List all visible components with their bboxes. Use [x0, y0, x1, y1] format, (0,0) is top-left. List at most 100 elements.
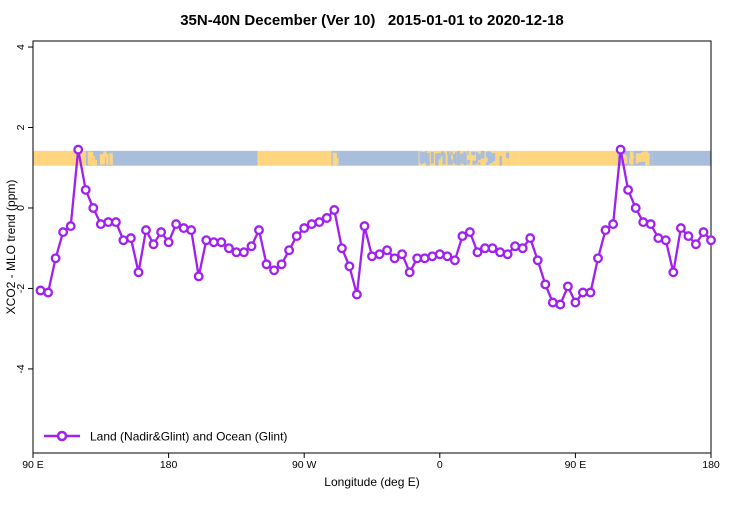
data-point [291, 231, 302, 242]
data-point [517, 243, 528, 254]
data-point [623, 184, 634, 195]
data-point [472, 247, 483, 258]
band-coast-speckle [440, 151, 445, 157]
data-point [50, 253, 61, 264]
band-coast-speckle [447, 155, 451, 165]
data-point [73, 144, 84, 155]
data-point [269, 265, 280, 276]
band-coast-speckle [499, 156, 502, 161]
data-point [344, 261, 355, 272]
band-coast-speckle [462, 156, 465, 165]
data-point [223, 243, 234, 254]
data-point [141, 225, 151, 236]
data-point [261, 259, 272, 270]
data-point [706, 235, 716, 246]
band-coast-speckle [480, 150, 485, 159]
data-point [419, 253, 430, 264]
band-coast-speckle [506, 152, 510, 159]
band-coast-speckle [99, 154, 106, 165]
axes: 90 E 180 90 W 0 90 E 180 -4 -2 0 2 4 [15, 40, 720, 471]
data-point [299, 223, 310, 234]
data-point [698, 227, 709, 238]
y-tick-label: 0 [15, 205, 27, 211]
y-tick-label: 4 [15, 44, 27, 50]
x-tick-label: 180 [160, 459, 178, 471]
data-point [389, 253, 400, 264]
data-point [487, 243, 498, 254]
band-coast-speckle [472, 160, 477, 165]
data-point [110, 217, 121, 228]
data-point [668, 267, 679, 278]
data-point [276, 259, 287, 270]
band-coast-speckle [453, 153, 457, 164]
data-point [442, 251, 453, 262]
data-point [186, 225, 197, 236]
band-coast-speckle [487, 151, 490, 164]
band-coast-speckle [463, 151, 467, 164]
band-coast-speckle [490, 155, 493, 163]
data-point [58, 227, 69, 238]
y-axis-label: XCO2 - MLO trend (ppm) [4, 180, 18, 315]
data-point [156, 227, 167, 238]
band-coast-speckle [424, 151, 427, 164]
band-coast-speckle [104, 152, 107, 157]
band-coast-speckle [456, 158, 461, 166]
data-point [171, 219, 182, 230]
data-point [65, 221, 76, 232]
data-series [35, 144, 716, 310]
band-coast-speckle [457, 152, 459, 163]
y-tick-label: 2 [15, 124, 27, 130]
data-point [600, 225, 611, 236]
data-point [585, 287, 596, 298]
data-point [80, 184, 91, 195]
data-point [525, 233, 536, 244]
band-segment [112, 150, 258, 166]
data-point [608, 219, 619, 230]
x-tick-label: 90 E [22, 459, 44, 471]
y-tick-label: -2 [15, 284, 27, 293]
band-coast-speckle [447, 151, 450, 156]
band-coast-speckle [641, 152, 648, 162]
band-coast-speckle [478, 162, 481, 165]
band-coast-speckle [620, 154, 627, 159]
band-coast-speckle [471, 151, 476, 156]
data-point [562, 281, 573, 292]
x-tick-label: 180 [702, 459, 720, 471]
band-coast-speckle [87, 152, 94, 165]
band-coast-speckle [106, 153, 109, 165]
data-point [510, 241, 521, 252]
data-point [351, 289, 362, 300]
data-point [630, 203, 641, 213]
data-point [321, 213, 332, 223]
data-point [404, 267, 415, 278]
x-tick-label: 90 E [565, 459, 587, 471]
band-coast-speckle [622, 157, 628, 164]
data-point [374, 249, 385, 260]
band-coast-speckle [457, 151, 460, 165]
band-coast-speckle [467, 159, 470, 165]
band-coast-speckle [485, 152, 490, 158]
band-segment [338, 150, 419, 166]
data-point [457, 231, 468, 242]
band-coast-speckle [477, 153, 481, 161]
band-segment [652, 150, 711, 166]
band-coast-speckle [636, 155, 642, 163]
band-coast-speckle [420, 159, 423, 165]
data-point [660, 235, 671, 246]
band-coast-speckle [635, 153, 639, 164]
band-coast-speckle [491, 153, 495, 160]
band-coast-speckle [430, 151, 434, 164]
data-point [382, 245, 393, 256]
data-point [314, 217, 325, 228]
band-coast-speckle [442, 153, 446, 165]
x-tick-label: 0 [437, 459, 443, 471]
data-point [570, 297, 581, 308]
x-axis-label: Longitude (deg E) [324, 475, 419, 489]
band-coast-speckle [438, 152, 441, 160]
band-coast-speckle [450, 159, 453, 165]
band-coast-speckle [485, 162, 489, 165]
x-tick-label: 90 W [292, 459, 317, 471]
data-point [645, 219, 656, 230]
data-point [555, 299, 566, 310]
